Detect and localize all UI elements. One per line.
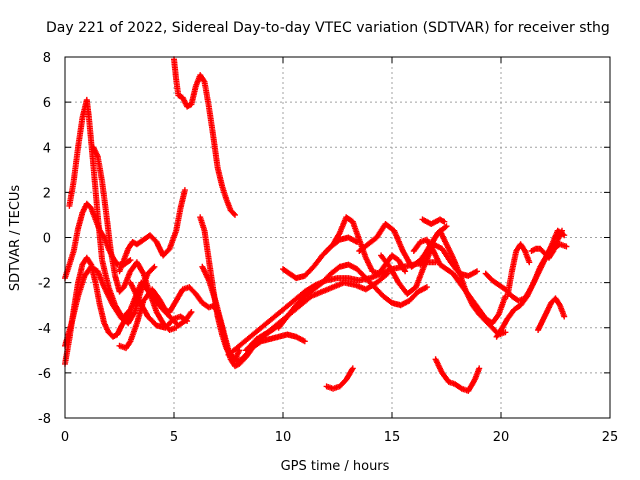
y-tick-label: -8 <box>38 412 51 427</box>
x-tick-label: 20 <box>493 430 510 445</box>
series-arc-24 <box>323 365 356 392</box>
y-tick-label: 4 <box>43 141 51 156</box>
point-markers <box>417 227 509 338</box>
x-axis-label: GPS time / hours <box>281 459 390 474</box>
y-tick-label: 2 <box>43 186 51 201</box>
point-markers <box>280 234 361 282</box>
series-arc-16 <box>280 234 361 282</box>
grid-lines <box>65 57 610 418</box>
series-arc-7 <box>116 187 188 275</box>
series-arc-3 <box>66 96 158 327</box>
y-tick-label: 8 <box>43 51 51 66</box>
point-markers <box>323 365 356 392</box>
series-arc-26 <box>482 227 568 304</box>
point-markers <box>275 261 430 331</box>
y-tick-label: 0 <box>43 232 51 247</box>
series-arc-6 <box>116 284 219 352</box>
x-tick-label: 25 <box>602 430 619 445</box>
point-markers <box>171 56 238 218</box>
point-markers <box>378 241 480 297</box>
point-markers <box>504 241 533 300</box>
series-arc-15 <box>275 261 430 331</box>
y-tick-label: -6 <box>38 367 51 382</box>
series-arc-23 <box>432 356 483 394</box>
point-markers <box>432 356 483 394</box>
point-markers <box>90 144 180 333</box>
x-tick-label: 10 <box>275 430 292 445</box>
point-markers <box>116 187 188 275</box>
plot-frame <box>64 56 611 419</box>
series-arc-27 <box>504 241 533 300</box>
x-tick-label: 0 <box>61 430 69 445</box>
series-arc-4 <box>90 144 180 333</box>
point-markers <box>482 227 568 304</box>
point-markers <box>197 214 243 363</box>
y-tick-label: -4 <box>38 322 51 337</box>
series-arc-9 <box>171 56 238 218</box>
series-arc-10 <box>197 214 243 363</box>
series-arc-19 <box>378 241 480 297</box>
chart-title: Day 221 of 2022, Sidereal Day-to-day VTE… <box>46 20 610 36</box>
point-markers <box>419 216 448 227</box>
x-axis-ticks: 0 5 10 15 20 25 <box>61 57 618 445</box>
series-arc-8 <box>127 279 191 331</box>
series-arc-22 <box>419 216 448 227</box>
point-markers <box>528 227 565 261</box>
series-arc-29 <box>528 227 565 261</box>
y-tick-label: 6 <box>43 96 51 111</box>
series-arc-21 <box>417 227 509 338</box>
y-tick-label: -2 <box>38 277 51 292</box>
x-tick-label: 5 <box>170 430 178 445</box>
series-arc-28 <box>535 295 568 333</box>
y-axis-label: SDTVAR / TECUs <box>8 185 23 292</box>
x-tick-label: 15 <box>384 430 401 445</box>
y-axis-ticks: -8 -6 -4 -2 0 2 4 6 8 <box>38 51 610 427</box>
point-markers <box>66 96 158 327</box>
point-markers <box>535 295 568 333</box>
point-markers <box>116 284 219 352</box>
point-markers <box>127 279 191 331</box>
data-points <box>62 56 570 394</box>
